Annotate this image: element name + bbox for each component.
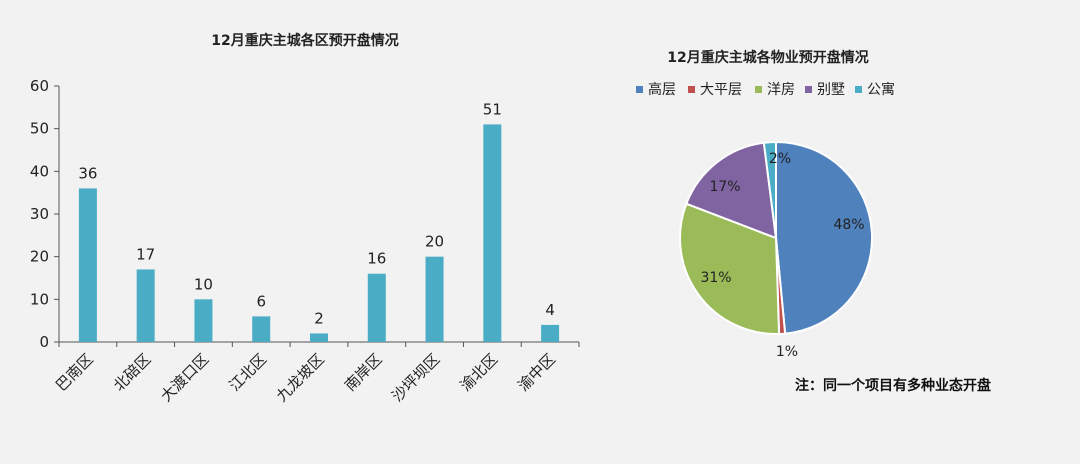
pie-value-label: 31% <box>700 270 731 286</box>
pie-value-label: 48% <box>833 217 864 233</box>
pie-slices: 48% 1% 31% 17% 2% <box>679 140 873 360</box>
pie-value-label: 17% <box>709 179 740 195</box>
pie-slice <box>685 141 778 240</box>
legend-swatch <box>855 86 862 93</box>
bar-value-label: 10 <box>194 275 213 293</box>
bar-chart: 12月重庆主城各区预开盘情况 0 10 20 30 40 50 60 巴南区 北碚区 大渡口区 江北… <box>30 32 580 405</box>
legend-swatch <box>636 86 643 93</box>
legend-swatch <box>688 86 695 93</box>
bar <box>136 269 155 342</box>
x-tick-label: 大渡口区 <box>157 350 212 405</box>
x-tick-label: 九龙坡区 <box>273 350 328 405</box>
bar-value-label: 17 <box>136 245 155 263</box>
pie-slice <box>762 140 777 239</box>
bar <box>194 299 213 342</box>
legend-swatch <box>805 86 812 93</box>
bar <box>252 316 271 342</box>
legend-label: 洋房 <box>767 82 795 98</box>
legend-label: 别墅 <box>817 82 845 98</box>
x-tick-label: 沙坪坝区 <box>388 350 443 405</box>
bar-value-label: 16 <box>367 250 386 268</box>
x-tick-label: 江北区 <box>225 350 270 395</box>
x-tick-label: 巴南区 <box>52 350 97 395</box>
pie-value-label: 1% <box>776 344 798 360</box>
bar <box>483 124 502 343</box>
bar-value-label: 20 <box>425 233 444 251</box>
x-tick-label: 渝北区 <box>457 350 502 395</box>
bar <box>367 273 386 342</box>
bar-value-label: 4 <box>545 301 555 319</box>
legend-label: 公寓 <box>867 81 895 98</box>
y-tick-label: 10 <box>30 290 49 308</box>
legend-label: 高层 <box>648 81 676 98</box>
pie-slice <box>679 202 781 335</box>
bar-value-label: 51 <box>483 100 502 118</box>
y-tick-label: 0 <box>39 333 49 351</box>
y-tick-label: 50 <box>30 120 49 138</box>
bar-value-label: 2 <box>314 309 324 327</box>
bar-value-label: 6 <box>256 292 266 310</box>
bar <box>78 188 97 342</box>
bar-value-label: 36 <box>78 164 97 182</box>
bar <box>310 333 328 342</box>
x-tick-label: 南岸区 <box>341 350 386 395</box>
x-tick-label: 北碚区 <box>110 350 155 395</box>
y-tick-label: 20 <box>30 248 49 266</box>
bar <box>541 324 560 342</box>
pie-slice <box>775 140 873 335</box>
footnote: 注：同一个项目有多种业态开盘 <box>795 377 991 394</box>
pie-chart: 12月重庆主城各物业预开盘情况 高层 大平层 洋房 别墅 公寓 48% 1% 31% 17% 2… <box>636 49 895 360</box>
legend-label: 大平层 <box>700 82 742 98</box>
y-tick-label: 40 <box>30 162 49 180</box>
pie-value-label: 2% <box>769 151 791 167</box>
pie-legend: 高层 大平层 洋房 别墅 公寓 <box>636 81 895 98</box>
bar-chart-bars: 36 17 10 6 2 16 20 51 4 <box>78 100 560 343</box>
y-tick-label: 30 <box>30 205 49 223</box>
bar <box>425 256 444 342</box>
pie-chart-title: 12月重庆主城各物业预开盘情况 <box>667 49 868 66</box>
legend-swatch <box>755 86 762 93</box>
y-tick-label: 60 <box>30 77 49 95</box>
x-tick-label: 渝中区 <box>514 350 559 395</box>
bar-chart-title: 12月重庆主城各区预开盘情况 <box>211 32 398 49</box>
